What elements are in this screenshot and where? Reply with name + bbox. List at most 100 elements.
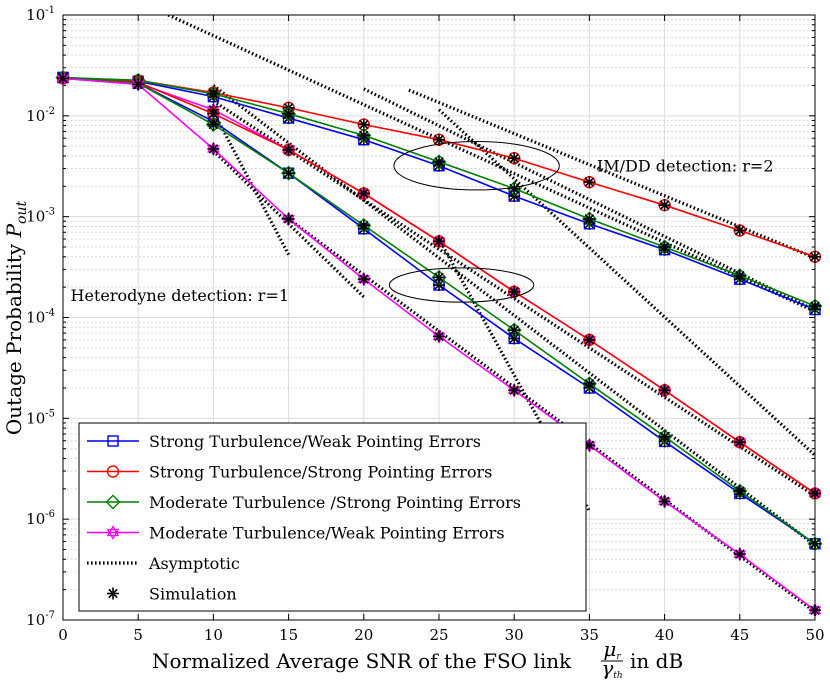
simulation-point — [57, 72, 69, 85]
data-point — [205, 117, 221, 133]
asterisk-stroke — [434, 331, 444, 342]
asterisk-stroke — [509, 286, 519, 297]
x-tick-label: 40 — [655, 626, 674, 644]
asterisk-stroke — [584, 379, 595, 389]
diamond-marker — [356, 127, 372, 143]
diamond-marker — [431, 269, 447, 285]
asterisk-stroke — [359, 274, 369, 284]
asterisk-stroke — [735, 549, 745, 559]
asterisk-stroke — [283, 168, 294, 178]
simulation-point — [809, 487, 821, 500]
legend-label: Moderate Turbulence /Strong Pointing Err… — [149, 493, 521, 512]
x-tick-label: 15 — [279, 626, 298, 644]
simulation-point — [357, 129, 370, 142]
asterisk-stroke — [509, 191, 519, 201]
simulation-point — [658, 241, 671, 254]
asterisk-stroke — [58, 73, 68, 84]
simulation-point — [809, 300, 821, 313]
diamond-marker — [657, 239, 673, 255]
simulation-point — [207, 118, 220, 131]
diamond-marker — [581, 211, 597, 227]
data-point — [281, 165, 297, 181]
data-point — [807, 536, 823, 552]
simulation-point — [733, 548, 746, 561]
data-point — [281, 106, 297, 122]
simulation-point — [583, 377, 596, 390]
y-tick-label: 10-6 — [26, 509, 55, 528]
simulation-point — [357, 187, 370, 200]
simulation-point — [282, 212, 295, 225]
data-point — [581, 376, 597, 392]
hexagram-marker — [106, 525, 120, 537]
legend-label: Moderate Turbulence/Weak Pointing Errors — [149, 524, 505, 543]
y-tick-label: 10-7 — [26, 610, 55, 629]
legend-item[interactable]: Moderate Turbulence/Weak Pointing Errors — [87, 524, 505, 543]
legend-item[interactable]: Moderate Turbulence /Strong Pointing Err… — [87, 493, 521, 512]
asterisk-stroke — [359, 220, 369, 231]
asterisk-stroke — [735, 270, 745, 281]
simulation-point — [733, 485, 746, 498]
diamond-marker — [506, 322, 522, 338]
diamond-marker — [581, 376, 597, 392]
legend[interactable]: Strong Turbulence/Weak Pointing Errors St… — [78, 422, 587, 612]
asterisk-stroke — [584, 440, 595, 451]
simulation-point — [583, 176, 596, 189]
data-point — [807, 298, 823, 314]
asterisk-stroke — [108, 588, 118, 599]
asterisk-stroke — [208, 144, 219, 154]
asterisk-stroke — [509, 183, 519, 194]
asterisk-stroke — [208, 119, 219, 130]
asterisk-stroke — [283, 108, 294, 119]
simulation-point — [433, 235, 445, 248]
legend-item[interactable]: Asymptotic — [87, 554, 240, 573]
asterisk-stroke — [810, 539, 820, 549]
y-tick-label: 10-3 — [26, 207, 55, 226]
diamond-marker — [807, 298, 823, 314]
group-ellipse — [393, 141, 560, 191]
asterisk-stroke — [810, 488, 820, 499]
simulation-point — [658, 199, 671, 212]
legend-label: Simulation — [149, 585, 237, 604]
asterisk-stroke — [584, 177, 595, 187]
simulation-point — [508, 285, 521, 298]
asterisk-stroke — [133, 79, 143, 90]
data-point — [431, 269, 447, 285]
hexagram-marker — [106, 528, 120, 540]
x-tick-label: 30 — [505, 626, 524, 644]
annotation-text: IM/DD detection: r=2 — [597, 157, 774, 176]
asterisk-stroke — [434, 236, 444, 247]
x-tick-label: 45 — [730, 626, 749, 644]
diamond-marker — [281, 165, 297, 181]
simulation-point — [733, 224, 746, 237]
simulation-point — [357, 273, 370, 286]
legend-item[interactable]: Simulation — [107, 585, 237, 604]
simulation-point — [508, 152, 521, 165]
y-tick-label: 10-5 — [26, 408, 55, 427]
diamond-marker — [732, 483, 748, 499]
simulation-point — [433, 155, 445, 168]
asterisk-stroke — [810, 605, 820, 615]
simulation-point — [207, 87, 220, 100]
simulation-point — [658, 430, 671, 443]
asymptotic-line — [408, 88, 815, 260]
legend-item[interactable]: Strong Turbulence/Weak Pointing Errors — [87, 432, 481, 451]
asterisk-stroke — [509, 333, 519, 344]
diamond-marker — [281, 106, 297, 122]
asterisk-stroke — [659, 200, 670, 210]
data-point — [431, 154, 447, 170]
x-axis-label-suffix: in dB — [630, 649, 683, 673]
simulation-point — [357, 219, 370, 232]
legend-marker — [106, 525, 120, 540]
simulation-point — [733, 269, 746, 282]
asterisk-stroke — [584, 214, 595, 224]
annotation-text: Heterodyne detection: r=1 — [71, 286, 290, 305]
legend-item[interactable]: Strong Turbulence/Strong Pointing Errors — [87, 463, 492, 482]
data-point — [581, 211, 597, 227]
asterisk-stroke — [659, 431, 670, 442]
data-point — [205, 86, 221, 102]
asterisk-stroke — [434, 280, 444, 290]
asterisk-stroke — [735, 486, 745, 496]
data-series — [55, 70, 823, 618]
asymptotic-line — [437, 108, 815, 457]
simulation-point — [508, 324, 521, 337]
